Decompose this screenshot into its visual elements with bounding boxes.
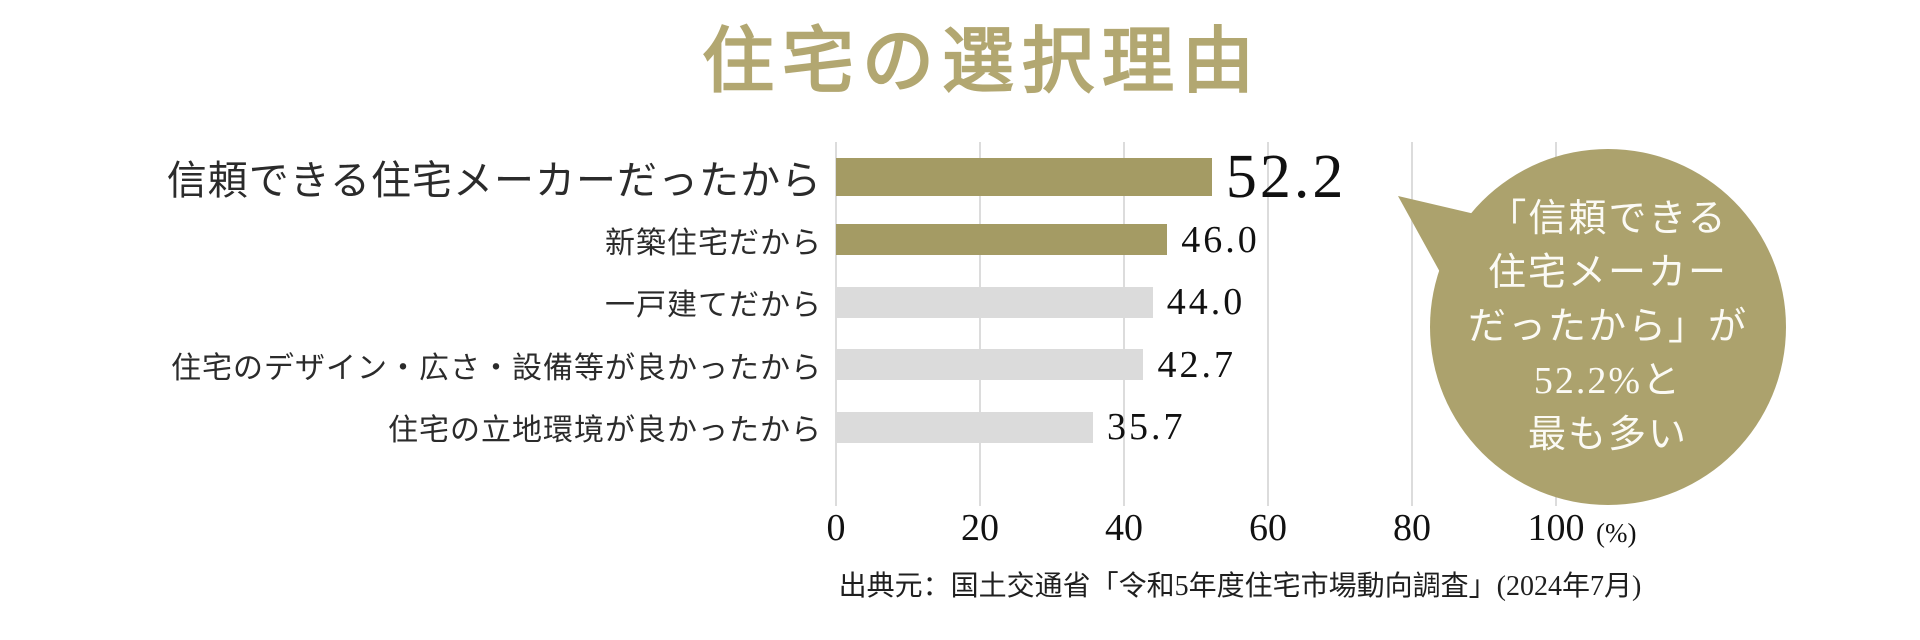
x-tick-100: 100 — [1527, 507, 1585, 549]
value-label-2: 44.0 — [1166, 281, 1246, 323]
axis-unit-label: (%) — [1596, 518, 1637, 548]
x-tick-60: 60 — [1249, 507, 1287, 549]
value-label-3: 42.7 — [1157, 343, 1236, 386]
callout-line-3: 52.2%と — [1533, 360, 1683, 402]
category-label-3: 住宅のデザイン・広さ・設備等が良かったから — [171, 351, 822, 385]
category-label-2: 一戸建てだから — [605, 289, 822, 322]
x-tick-40: 40 — [1105, 507, 1143, 549]
callout-line-2: だったから」が — [1467, 306, 1748, 348]
gridline-0 — [835, 142, 837, 506]
gridline-40 — [1123, 142, 1125, 506]
bar-2 — [836, 286, 1153, 318]
callout-line-0: 「信頼できる — [1488, 198, 1728, 240]
page-title: 住宅の選択理由 — [701, 22, 1262, 102]
category-label-1: 新築住宅だから — [605, 226, 822, 260]
gridline-60 — [1267, 142, 1269, 506]
bar-4 — [836, 411, 1094, 443]
bar-3 — [836, 349, 1144, 380]
bar-0 — [836, 158, 1212, 196]
x-tick-80: 80 — [1393, 507, 1431, 549]
callout-text: 「信頼できる 住宅メーカー だったから」が 52.2%と 最も多い — [1468, 192, 1748, 462]
category-label-0: 信頼できる住宅メーカーだったから — [166, 158, 822, 203]
gridline-80 — [1411, 142, 1413, 506]
x-tick-20: 20 — [961, 507, 999, 549]
gridline-20 — [979, 142, 981, 506]
value-label-4: 35.7 — [1107, 406, 1186, 448]
callout-line-4: 最も多い — [1527, 414, 1688, 456]
category-label-4: 住宅の立地環境が良かったから — [388, 414, 822, 447]
value-label-0: 52.2 — [1225, 142, 1347, 211]
callout-bubble: 「信頼できる 住宅メーカー だったから」が 52.2%と 最も多い — [1430, 149, 1786, 505]
x-tick-0: 0 — [826, 507, 846, 549]
value-label-1: 46.0 — [1181, 218, 1260, 261]
callout-line-1: 住宅メーカー — [1487, 252, 1728, 294]
source-caption: 出典元：国土交通省「令和5年度住宅市場動向調査」(2024年7月) — [838, 571, 1642, 602]
bar-1 — [836, 224, 1168, 255]
